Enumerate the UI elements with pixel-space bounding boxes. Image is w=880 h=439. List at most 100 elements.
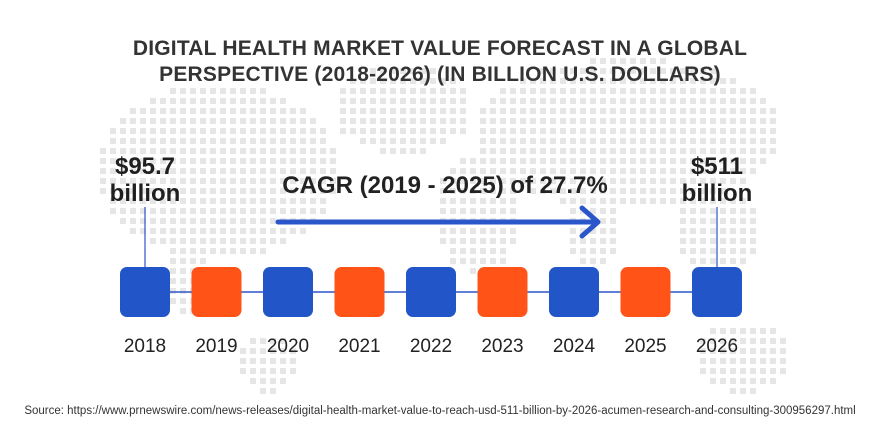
map-dot (610, 158, 616, 164)
map-dot (140, 128, 146, 134)
map-dot (430, 118, 436, 124)
map-dot (170, 248, 176, 254)
map-dot (640, 88, 646, 94)
map-dot (190, 198, 196, 204)
map-dot (170, 108, 176, 114)
map-dot (750, 128, 756, 134)
map-dot (720, 98, 726, 104)
map-dot (260, 108, 266, 114)
map-dot (400, 118, 406, 124)
map-dot (270, 98, 276, 104)
map-dot (740, 378, 746, 384)
map-dot (760, 378, 766, 384)
map-dot (670, 88, 676, 94)
map-dot (280, 378, 286, 384)
map-dot (150, 118, 156, 124)
map-dot (600, 228, 606, 234)
map-dot (650, 168, 656, 174)
map-dot (500, 248, 506, 254)
map-dot (740, 248, 746, 254)
map-dot (480, 158, 486, 164)
map-dot (260, 368, 266, 374)
year-marker-2023 (478, 267, 528, 317)
map-dot (640, 108, 646, 114)
map-dot (210, 128, 216, 134)
chart-title-line1: DIGITAL HEALTH MARKET VALUE FORECAST IN … (0, 36, 880, 62)
map-dot (170, 208, 176, 214)
map-dot (200, 168, 206, 174)
map-dot (630, 138, 636, 144)
map-dot (190, 208, 196, 214)
map-dot (550, 148, 556, 154)
map-dot (730, 208, 736, 214)
map-dot (200, 158, 206, 164)
map-dot (590, 258, 596, 264)
map-dot (640, 118, 646, 124)
map-dot (730, 128, 736, 134)
map-dot (470, 238, 476, 244)
map-dot (440, 118, 446, 124)
map-dot (270, 138, 276, 144)
map-dot (580, 248, 586, 254)
map-dot (180, 98, 186, 104)
map-dot (610, 118, 616, 124)
map-dot (480, 258, 486, 264)
map-dot (570, 248, 576, 254)
map-dot (500, 118, 506, 124)
map-dot (460, 248, 466, 254)
map-dot (770, 348, 776, 354)
map-dot (530, 98, 536, 104)
map-dot (520, 148, 526, 154)
map-dot (120, 128, 126, 134)
map-dot (710, 358, 716, 364)
map-dot (410, 108, 416, 114)
map-dot (610, 108, 616, 114)
map-dot (290, 208, 296, 214)
map-dot (610, 218, 616, 224)
map-dot (180, 218, 186, 224)
map-dot (560, 118, 566, 124)
map-dot (750, 358, 756, 364)
map-dot (570, 158, 576, 164)
map-dot (520, 128, 526, 134)
map-dot (410, 138, 416, 144)
map-dot (300, 148, 306, 154)
map-dot (480, 208, 486, 214)
map-dot (360, 138, 366, 144)
map-dot (200, 198, 206, 204)
map-dot (180, 88, 186, 94)
map-dot (660, 98, 666, 104)
map-dot (260, 248, 266, 254)
map-dot (600, 258, 606, 264)
map-dot (260, 208, 266, 214)
map-dot (160, 218, 166, 224)
map-dot (300, 228, 306, 234)
map-dot (650, 148, 656, 154)
map-dot (480, 138, 486, 144)
map-dot (510, 148, 516, 154)
map-dot (630, 128, 636, 134)
map-dot (660, 88, 666, 94)
map-dot (180, 208, 186, 214)
map-dot (600, 108, 606, 114)
map-dot (250, 338, 256, 344)
map-dot (760, 98, 766, 104)
map-dot (250, 358, 256, 364)
map-dot (420, 118, 426, 124)
map-dot (190, 258, 196, 264)
map-dot (680, 128, 686, 134)
map-dot (460, 238, 466, 244)
map-dot (140, 118, 146, 124)
map-dot (220, 168, 226, 174)
map-dot (740, 128, 746, 134)
map-dot (510, 98, 516, 104)
map-dot (340, 118, 346, 124)
map-dot (520, 98, 526, 104)
map-dot (470, 248, 476, 254)
map-dot (380, 118, 386, 124)
map-dot (740, 358, 746, 364)
map-dot (740, 208, 746, 214)
map-dot (720, 118, 726, 124)
map-dot (120, 138, 126, 144)
map-dot (340, 98, 346, 104)
